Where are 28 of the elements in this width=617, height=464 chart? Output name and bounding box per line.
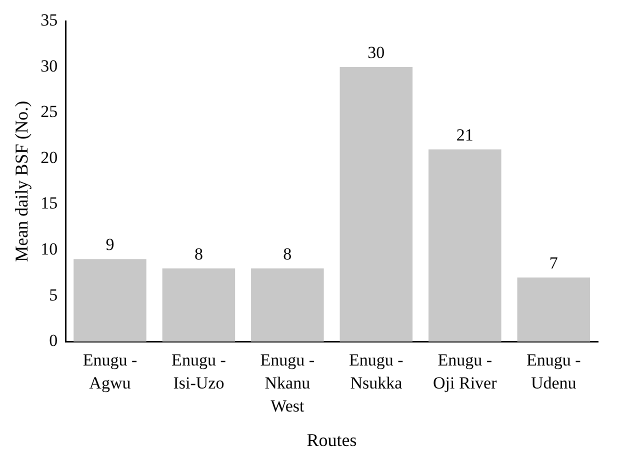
x-tick-label: Enugu - Oji River — [433, 350, 498, 392]
x-tick-label: Enugu - Nsukka — [349, 350, 404, 392]
bar — [251, 268, 324, 342]
bar — [162, 268, 236, 342]
y-tick-label: 10 — [40, 239, 58, 258]
y-axis-title: Mean daily BSF (No.) — [12, 100, 32, 262]
y-tick-label: 35 — [40, 10, 58, 30]
y-tick-label: 20 — [40, 148, 58, 167]
data-label: 9 — [106, 235, 114, 254]
y-tick-label: 0 — [49, 331, 58, 350]
x-tick-label: Enugu - Agwu — [82, 350, 138, 392]
y-tick-label: 30 — [40, 56, 58, 76]
x-tick-label: Enugu - Udenu — [526, 350, 582, 392]
x-tick-label: Enugu - Nkanu West — [260, 350, 315, 416]
data-label: 8 — [283, 244, 292, 264]
data-label: 21 — [456, 125, 474, 144]
y-tick-label: 25 — [40, 102, 58, 122]
x-axis-title: Routes — [306, 430, 357, 450]
bar — [340, 66, 413, 342]
bar — [428, 149, 502, 342]
y-tick-label: 5 — [49, 285, 58, 304]
bar — [517, 277, 590, 342]
data-label: 7 — [549, 253, 558, 272]
data-label: 8 — [194, 244, 203, 264]
data-label: 30 — [368, 42, 385, 62]
y-tick-label: 15 — [40, 194, 58, 213]
bar — [74, 259, 146, 342]
x-tick-label: Enugu - Isi-Uzo — [172, 350, 226, 392]
